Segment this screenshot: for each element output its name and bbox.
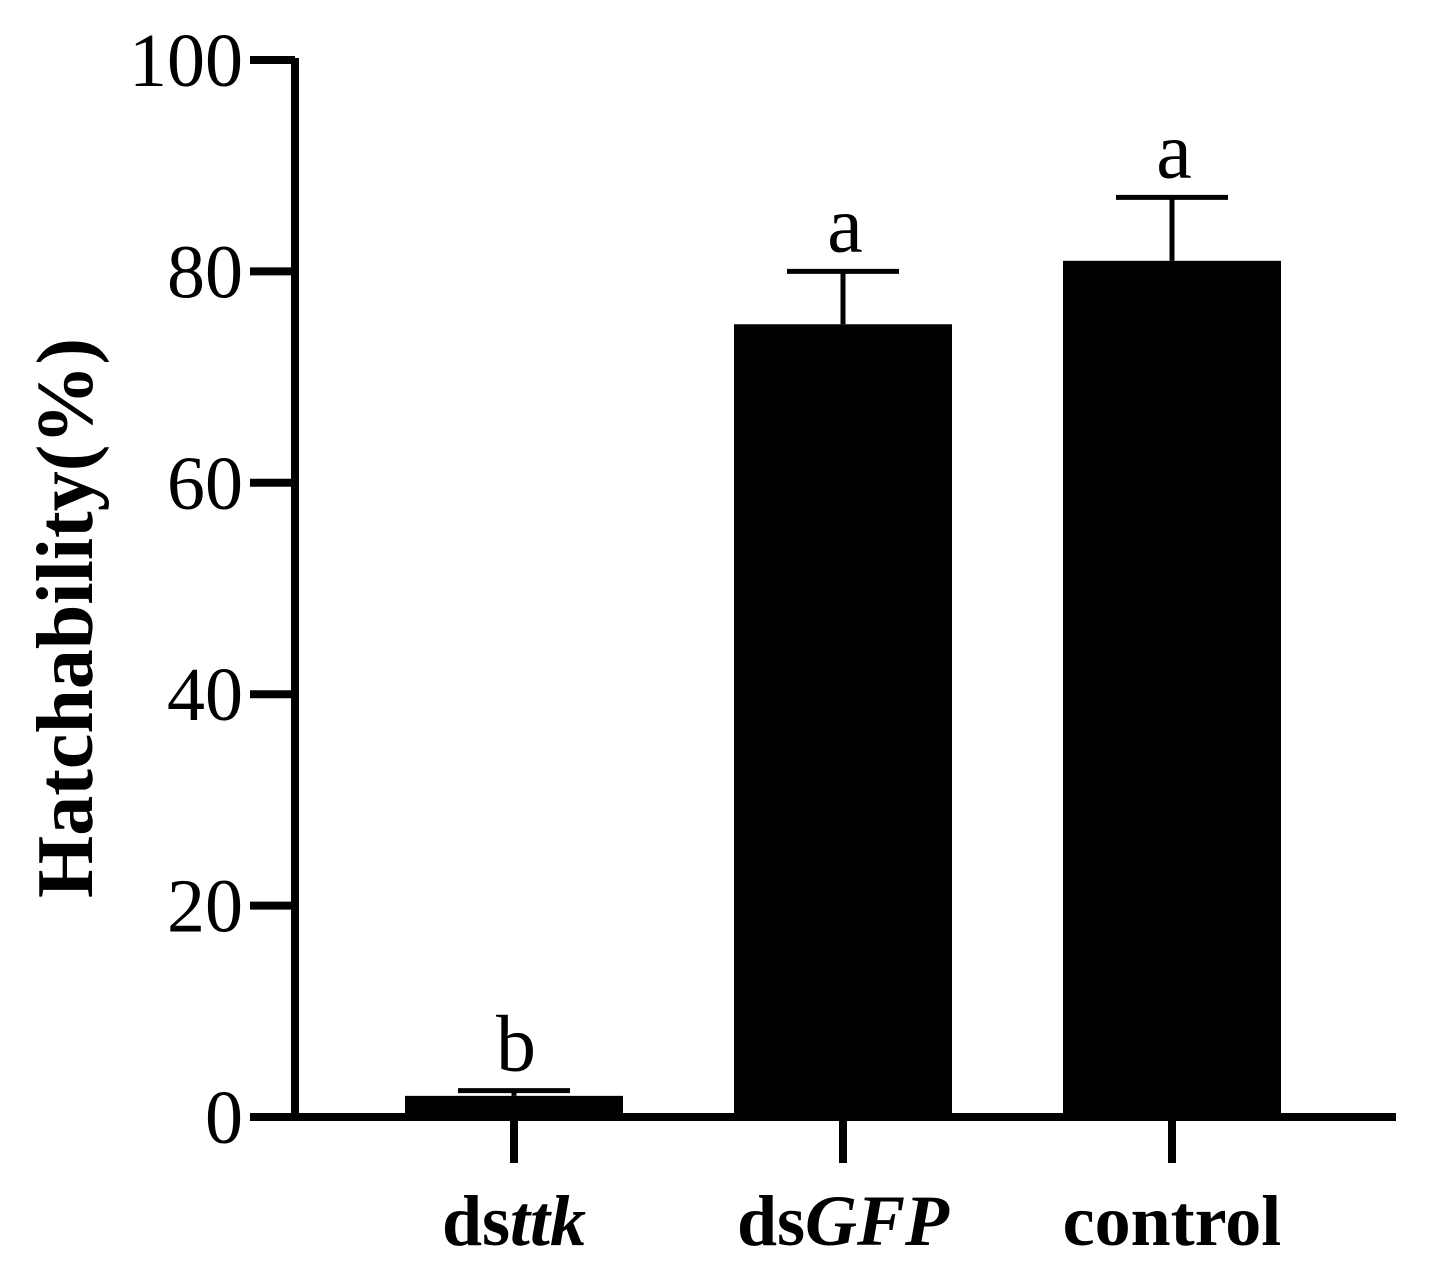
x-tick-label-1-part-0: ds bbox=[737, 1181, 805, 1261]
y-tick-label-1: 20 bbox=[167, 865, 243, 949]
x-axis: dsttk dsGFP control bbox=[250, 1113, 1396, 1261]
x-tick-label-1-part-1: GFP bbox=[805, 1181, 950, 1261]
x-tick-label-2: control bbox=[1063, 1181, 1282, 1261]
significance-label-2: a bbox=[1156, 107, 1192, 195]
bar-1 bbox=[734, 324, 952, 1117]
x-tick-label-0-part-1: ttk bbox=[510, 1181, 586, 1261]
x-tick-label-2-part-0: control bbox=[1063, 1181, 1282, 1261]
bar-0 bbox=[405, 1095, 623, 1117]
bars: b a a bbox=[405, 107, 1281, 1118]
bar-2 bbox=[1063, 260, 1281, 1118]
significance-label-1: a bbox=[827, 181, 863, 269]
x-tick-label-0-part-0: ds bbox=[442, 1181, 510, 1261]
y-axis-title: Hatchability(%) bbox=[22, 338, 110, 898]
y-tick-label-5: 100 bbox=[129, 19, 243, 103]
x-tick-label-1: dsGFP bbox=[737, 1181, 950, 1261]
significance-label-0: b bbox=[496, 1001, 536, 1089]
y-tick-label-2: 40 bbox=[167, 653, 243, 737]
y-axis: 0 20 40 60 80 100 bbox=[129, 19, 299, 1160]
y-tick-label-3: 60 bbox=[167, 442, 243, 526]
y-tick-label-0: 0 bbox=[205, 1076, 243, 1160]
x-tick-label-0: dsttk bbox=[442, 1181, 586, 1261]
y-tick-label-4: 80 bbox=[167, 230, 243, 314]
